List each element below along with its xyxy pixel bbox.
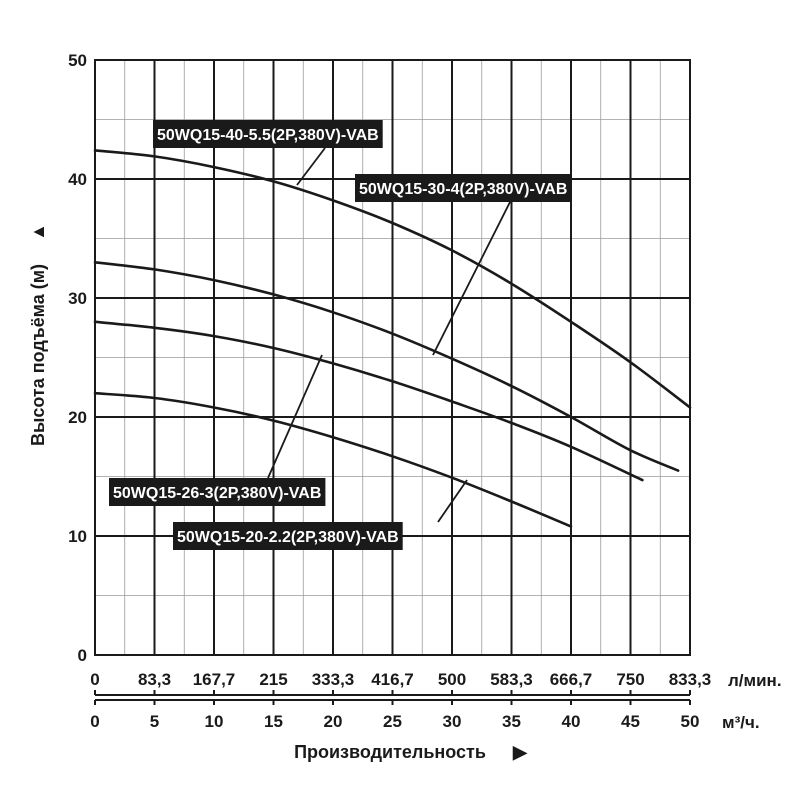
- x-tick-label-m3h: 35: [502, 712, 521, 731]
- x-tick-label-m3h: 20: [324, 712, 343, 731]
- curve-label-text: 50WQ15-20-2.2(2P,380V)-VAB: [177, 529, 399, 546]
- curve-series-2: [93, 320, 644, 482]
- leader-line-series-3: [437, 479, 468, 523]
- curve-labels: 50WQ15-40-5.5(2P,380V)-VAB 50WQ15-30-4(2P…: [109, 120, 572, 550]
- leader-line-series-2: [267, 354, 323, 479]
- x-tick-label-m3h: 40: [562, 712, 581, 731]
- curve-label-series-1: 50WQ15-30-4(2P,380V)-VAB: [355, 174, 572, 202]
- x-tick-label-lmin: 666,7: [550, 670, 593, 689]
- y-tick-label: 30: [68, 289, 87, 308]
- curve-label-background: [355, 174, 572, 202]
- leader-line-series-0: [296, 147, 326, 186]
- x-tick-label-lmin: 0: [90, 670, 99, 689]
- curve-label-text: 50WQ15-40-5.5(2P,380V)-VAB: [157, 127, 379, 144]
- x-tick-label-lmin: 215: [259, 670, 287, 689]
- y-axis-title: Высота подъёма (м): [28, 264, 48, 446]
- curve-label-background: [109, 478, 326, 506]
- x-tick-label-m3h: 30: [443, 712, 462, 731]
- label-leader-lines: [267, 147, 511, 523]
- curve-label-background: [173, 522, 403, 550]
- curve-label-series-3: 50WQ15-20-2.2(2P,380V)-VAB: [173, 522, 403, 550]
- curve-label-series-0: 50WQ15-40-5.5(2P,380V)-VAB: [153, 120, 383, 148]
- curve-series-1: [93, 261, 680, 472]
- x-axis-title: Производительность: [294, 742, 486, 762]
- y-tick-label: 40: [68, 170, 87, 189]
- x-tick-label-m3h: 5: [150, 712, 159, 731]
- x-tick-label-lmin: 167,7: [193, 670, 236, 689]
- y-tick-label: 50: [68, 51, 87, 70]
- curve-label-text: 50WQ15-30-4(2P,380V)-VAB: [359, 181, 567, 198]
- x-tick-label-m3h: 25: [383, 712, 402, 731]
- y-axis-arrow: ▲: [28, 223, 48, 241]
- x-tick-label-m3h: 15: [264, 712, 283, 731]
- performance-curves: [93, 149, 692, 528]
- x-tick-label-lmin: 333,3: [312, 670, 355, 689]
- x-tick-label-lmin: 500: [438, 670, 466, 689]
- curve-label-series-2: 50WQ15-26-3(2P,380V)-VAB: [109, 478, 326, 506]
- curve-series-0: [93, 149, 692, 409]
- x-axis-arrow: ▶: [512, 742, 528, 762]
- plot-frame: [94, 59, 691, 656]
- x-tick-label-lmin: 750: [616, 670, 644, 689]
- x-tick-label-lmin: 583,3: [490, 670, 533, 689]
- x-tick-label-m3h: 0: [90, 712, 99, 731]
- x-unit-m3h: м³/ч.: [722, 713, 760, 732]
- x-tick-label-lmin: 833,3: [669, 670, 712, 689]
- leader-line-series-1: [432, 201, 511, 356]
- x-axis-lmin: 0 83,3 167,7 215 333,3 416,7 500 583,3 666,7 750 8…: [90, 670, 712, 696]
- x-tick-label-m3h: 50: [681, 712, 700, 731]
- x-tick-label-lmin: 416,7: [371, 670, 414, 689]
- x-tick-label-m3h: 10: [205, 712, 224, 731]
- x-tick-label-lmin: 83,3: [138, 670, 171, 689]
- x-axis-m3h: 0 5 10 15 20 25 30 35 40 45 50: [90, 699, 700, 731]
- x-tick-label-m3h: 45: [621, 712, 640, 731]
- curve-series-3: [93, 391, 573, 528]
- x-unit-lmin: л/мин.: [728, 671, 782, 690]
- y-tick-label: 20: [68, 408, 87, 427]
- y-axis-ticks: 0 10 20 30 40 50: [68, 51, 87, 665]
- y-tick-label: 0: [78, 646, 87, 665]
- curve-label-text: 50WQ15-26-3(2P,380V)-VAB: [113, 485, 321, 502]
- y-tick-label: 10: [68, 527, 87, 546]
- curve-label-background: [153, 120, 383, 148]
